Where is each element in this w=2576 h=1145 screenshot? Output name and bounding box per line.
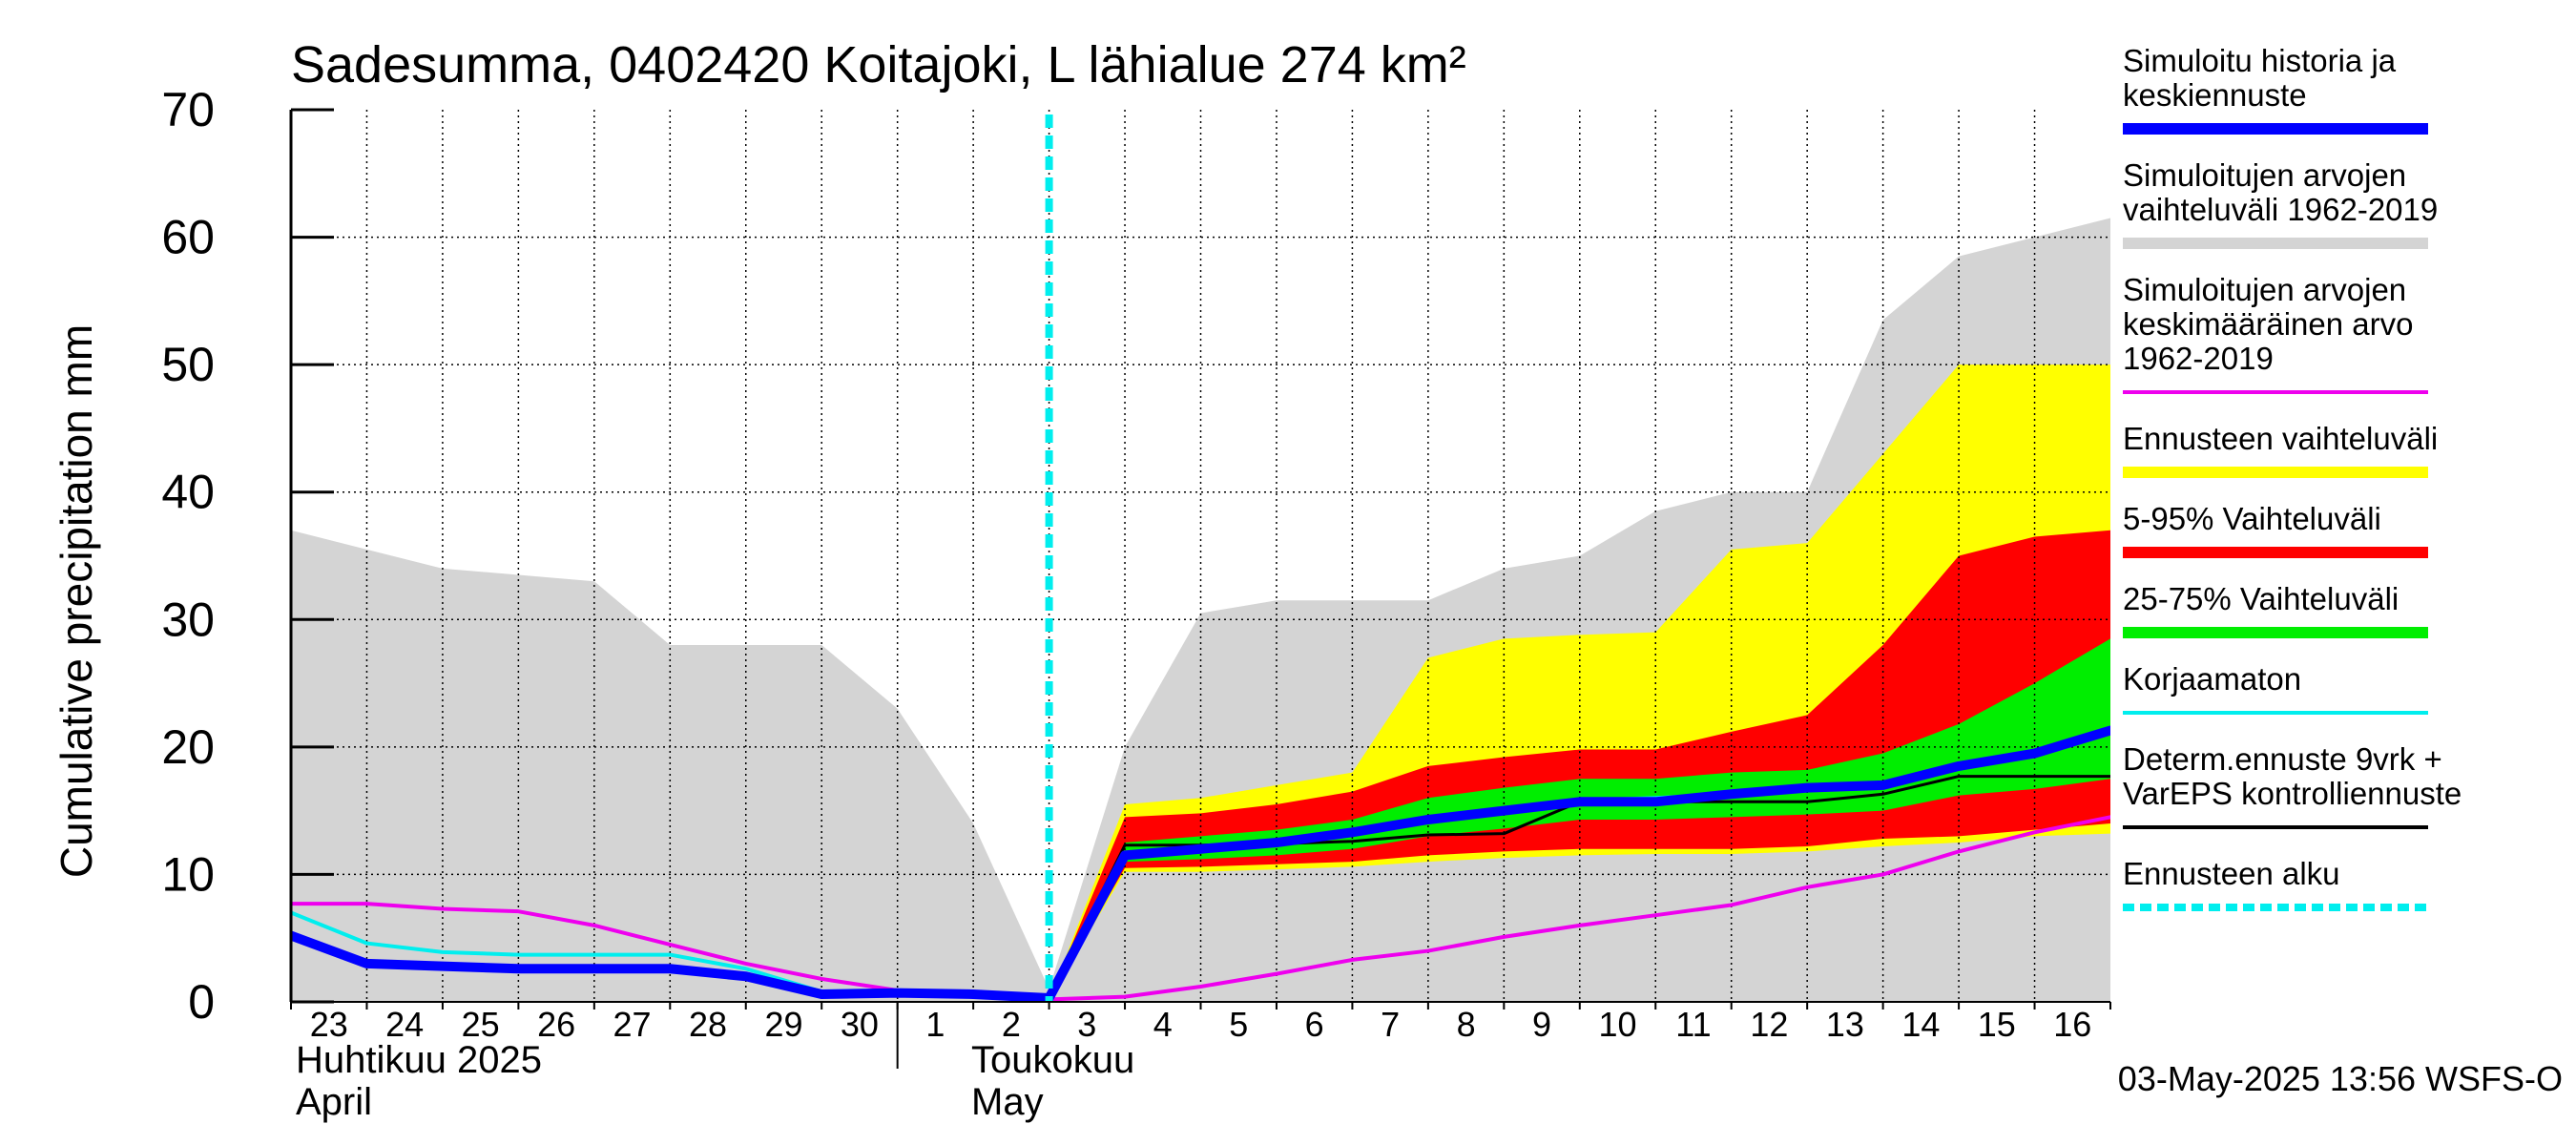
legend-label: keskiennuste xyxy=(2123,77,2307,113)
x-tick-label: 6 xyxy=(1305,1005,1324,1044)
legend-label: Ennusteen vaihteluväli xyxy=(2123,421,2438,456)
legend-label: VarEPS kontrolliennuste xyxy=(2123,776,2462,811)
legend-item: Ennusteen alku xyxy=(2123,856,2428,911)
y-tick-label: 20 xyxy=(161,720,215,774)
x-tick-label: 3 xyxy=(1077,1005,1096,1044)
x-tick-label: 24 xyxy=(385,1005,424,1044)
x-tick-label: 10 xyxy=(1598,1005,1636,1044)
x-tick-label: 25 xyxy=(462,1005,500,1044)
x-tick-label: 12 xyxy=(1750,1005,1788,1044)
x-tick-label: 13 xyxy=(1826,1005,1864,1044)
line-simuloitu-historia-ja-keskiennuste xyxy=(291,725,2110,1002)
x-tick-label: 1 xyxy=(925,1005,945,1044)
legend-label: 5-95% Vaihteluväli xyxy=(2123,501,2381,536)
x-tick-label: 14 xyxy=(1901,1005,1940,1044)
legend-item: 5-95% Vaihteluväli xyxy=(2123,501,2428,558)
y-tick-label: 0 xyxy=(188,975,215,1029)
x-tick-label: 28 xyxy=(689,1005,727,1044)
legend-item: Ennusteen vaihteluväli xyxy=(2123,421,2438,478)
x-tick-label: 4 xyxy=(1153,1005,1173,1044)
chart-title: Sadesumma, 0402420 Koitajoki, L lähialue… xyxy=(291,36,1466,94)
legend-item: 25-75% Vaihteluväli xyxy=(2123,581,2428,638)
legend-label: Simuloitu historia ja xyxy=(2123,43,2397,78)
x-tick-label: 26 xyxy=(537,1005,575,1044)
legend-label: keskimääräinen arvo xyxy=(2123,306,2413,342)
x-tick-label: 2 xyxy=(1002,1005,1021,1044)
plot-clip-group xyxy=(291,110,2110,1002)
legend-item: Determ.ennuste 9vrk +VarEPS kontrollienn… xyxy=(2123,741,2462,829)
y-tick-label: 40 xyxy=(161,466,215,519)
footer-timestamp: 03-May-2025 13:56 WSFS-O xyxy=(2118,1059,2563,1098)
legend-label: vaihteluväli 1962-2019 xyxy=(2123,192,2438,227)
x-tick-label: 8 xyxy=(1457,1005,1476,1044)
y-tick-label: 50 xyxy=(161,338,215,391)
plot-area xyxy=(291,110,2110,1002)
x-tick-label: 9 xyxy=(1532,1005,1551,1044)
x-tick-label: 5 xyxy=(1229,1005,1248,1044)
y-tick-label: 10 xyxy=(161,847,215,901)
month-label-en: May xyxy=(971,1081,1044,1123)
y-axis-label: Cumulative precipitation mm xyxy=(52,324,101,878)
legend-label: 25-75% Vaihteluväli xyxy=(2123,581,2399,616)
band-5-95-vaihteluv-li xyxy=(1049,530,2110,1000)
x-tick-label: 29 xyxy=(764,1005,802,1044)
y-tick-label: 70 xyxy=(161,83,215,136)
y-tick-label: 60 xyxy=(161,211,215,264)
line-simuloitujen-arvojen-keskim-r-inen-arvo-1962-2019 xyxy=(291,815,2110,1002)
legend-label: Korjaamaton xyxy=(2123,661,2301,697)
legend: Simuloitu historia jakeskiennusteSimuloi… xyxy=(2123,43,2462,911)
x-tick-label: 23 xyxy=(310,1005,348,1044)
month-label-fi: Toukokuu xyxy=(971,1039,1134,1081)
legend-label: Ennusteen alku xyxy=(2123,856,2340,891)
legend-label: Determ.ennuste 9vrk + xyxy=(2123,741,2442,777)
legend-label: Simuloitujen arvojen xyxy=(2123,272,2406,307)
x-tick-label: 30 xyxy=(841,1005,879,1044)
legend-label: Simuloitujen arvojen xyxy=(2123,157,2406,193)
band-25-75-vaihteluv-li xyxy=(1049,638,2110,1000)
y-tick-label: 30 xyxy=(161,593,215,646)
x-tick-label: 16 xyxy=(2053,1005,2091,1044)
x-tick-label: 15 xyxy=(1978,1005,2016,1044)
x-tick-label: 7 xyxy=(1381,1005,1400,1044)
month-label-fi: Huhtikuu 2025 xyxy=(296,1039,542,1081)
x-tick-label: 11 xyxy=(1675,1005,1711,1044)
month-label-en: April xyxy=(296,1081,372,1123)
legend-label: 1962-2019 xyxy=(2123,341,2274,376)
x-tick-label: 27 xyxy=(613,1005,652,1044)
legend-item: Korjaamaton xyxy=(2123,661,2428,715)
